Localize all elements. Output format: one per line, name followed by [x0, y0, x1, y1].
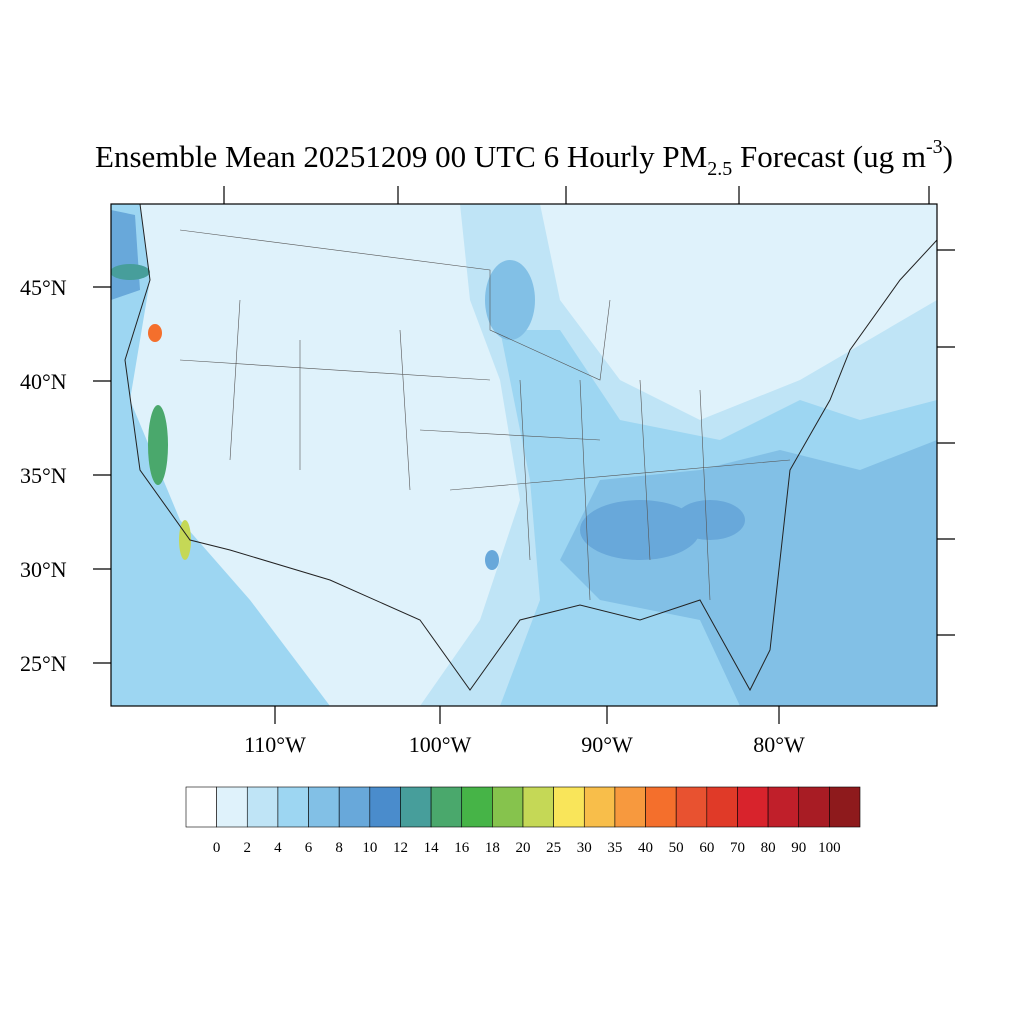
colorbar-label: 90 — [791, 840, 806, 856]
lon-label: 110°W — [244, 732, 306, 757]
lon-label: 80°W — [753, 732, 805, 757]
lon-label: 100°W — [409, 732, 472, 757]
title-superscript: -3 — [926, 136, 943, 158]
colorbar-label: 4 — [274, 840, 282, 856]
colorbar-box — [645, 786, 677, 828]
title-subscript: 2.5 — [707, 158, 732, 180]
colorbar-label: 70 — [730, 840, 745, 856]
colorbar-box — [430, 786, 463, 828]
colorbar-box — [706, 786, 738, 828]
colorbar-label: 8 — [335, 840, 343, 856]
frame-ticks — [223, 186, 955, 636]
colorbar-label: 10 — [362, 840, 377, 856]
map-field — [111, 204, 937, 706]
lat-label: 35°N — [20, 463, 67, 488]
lat-label: 45°N — [20, 275, 67, 300]
lon-label: 90°W — [581, 732, 633, 757]
title-text: Ensemble Mean 20251209 00 UTC 6 Hourly P… — [95, 139, 707, 174]
colorbar-label: 35 — [607, 840, 622, 856]
colorbar-box — [185, 786, 217, 828]
colorbar-box — [522, 786, 554, 828]
colorbar-label: 14 — [424, 840, 440, 856]
colorbar-label: 60 — [699, 840, 714, 856]
lat-label: 40°N — [20, 369, 67, 394]
colorbar-box — [492, 786, 524, 828]
colorbar-label: 6 — [305, 840, 313, 856]
colorbar-label: 100 — [818, 840, 841, 856]
colorbar-box — [583, 786, 616, 828]
colorbar-label: 12 — [393, 840, 408, 856]
colorbar-box — [369, 786, 401, 828]
colorbar-box — [338, 786, 371, 828]
title-text3: ) — [943, 139, 953, 174]
colorbar-label: 2 — [244, 840, 252, 856]
colorbar-box — [216, 786, 248, 828]
colorbar-box — [767, 786, 800, 828]
colorbar-box — [798, 786, 830, 828]
colorbar-label: 25 — [546, 840, 561, 856]
colorbar-label: 80 — [761, 840, 776, 856]
lat-label: 30°N — [20, 557, 67, 582]
colorbar-box — [308, 786, 340, 828]
colorbar-label: 30 — [577, 840, 592, 856]
colorbar-box — [400, 786, 432, 828]
lat-label: 25°N — [20, 651, 67, 676]
colorbar-label: 18 — [485, 840, 500, 856]
colorbar-label: 20 — [516, 840, 531, 856]
colorbar-label: 16 — [454, 840, 470, 856]
colorbar-box — [461, 786, 493, 828]
colorbar-box — [277, 786, 309, 828]
colorbar-label: 50 — [669, 840, 684, 856]
colorbar-box — [246, 786, 279, 828]
colorbar-box — [614, 786, 646, 828]
colorbar-box — [829, 786, 861, 828]
map-frame — [110, 203, 938, 707]
colorbar-box — [737, 786, 769, 828]
title-text2: Forecast (ug m — [732, 139, 926, 174]
colorbar-box — [553, 786, 585, 828]
title: Ensemble Mean 20251209 00 UTC 6 Hourly P… — [95, 136, 953, 180]
colorbar-label: 0 — [213, 840, 221, 856]
colorbar-box — [675, 786, 708, 828]
colorbar-label: 40 — [638, 840, 653, 856]
